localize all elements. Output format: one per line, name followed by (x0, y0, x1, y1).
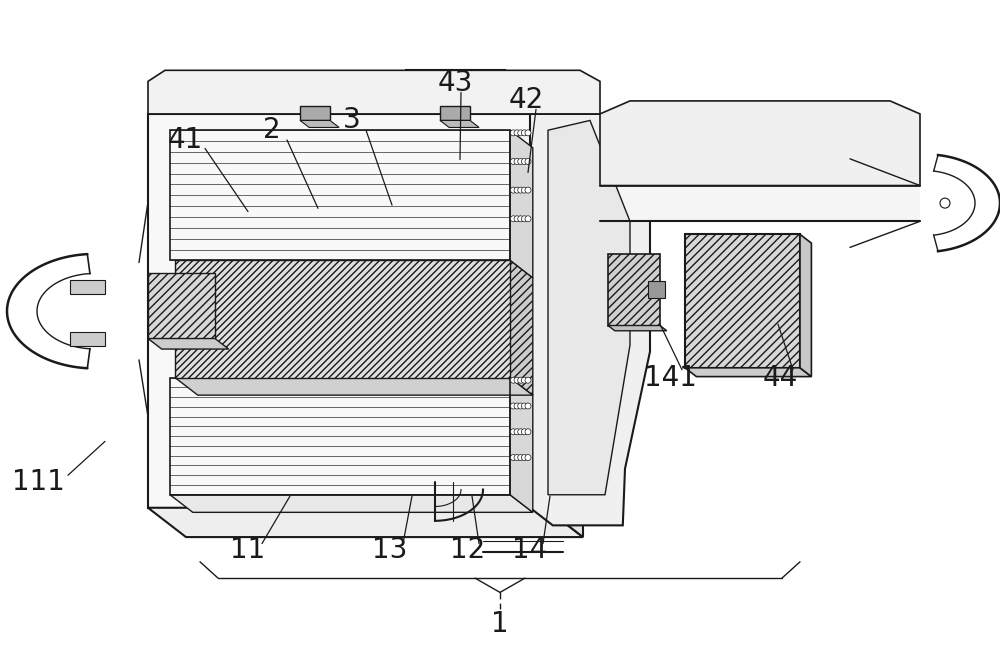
Circle shape (521, 158, 527, 165)
Circle shape (510, 429, 516, 435)
Circle shape (510, 158, 516, 165)
Text: 13: 13 (372, 536, 408, 564)
Circle shape (510, 187, 516, 193)
Text: 44: 44 (762, 363, 798, 392)
Polygon shape (148, 339, 229, 349)
Text: 12: 12 (450, 536, 486, 564)
Text: 2: 2 (263, 116, 281, 145)
Circle shape (510, 130, 516, 136)
Circle shape (525, 130, 531, 136)
Circle shape (521, 403, 527, 409)
Circle shape (525, 429, 531, 435)
Circle shape (510, 215, 516, 222)
Polygon shape (545, 114, 583, 537)
Circle shape (525, 377, 531, 383)
Polygon shape (148, 70, 600, 114)
Polygon shape (300, 120, 339, 128)
Circle shape (514, 215, 520, 222)
Polygon shape (608, 326, 667, 331)
Circle shape (521, 187, 527, 193)
Text: 41: 41 (167, 126, 203, 154)
Polygon shape (600, 186, 920, 221)
Circle shape (514, 377, 520, 383)
Circle shape (525, 403, 531, 409)
Polygon shape (685, 234, 800, 368)
Polygon shape (148, 273, 215, 339)
Circle shape (518, 215, 524, 222)
Circle shape (525, 158, 531, 165)
Polygon shape (440, 106, 470, 120)
Polygon shape (175, 260, 510, 378)
Polygon shape (800, 234, 811, 376)
Text: 3: 3 (343, 106, 361, 135)
Circle shape (510, 454, 516, 460)
Text: 14: 14 (512, 536, 548, 564)
Polygon shape (300, 106, 330, 120)
Circle shape (518, 377, 524, 383)
Circle shape (521, 130, 527, 136)
Circle shape (521, 429, 527, 435)
Circle shape (525, 187, 531, 193)
Circle shape (514, 454, 520, 460)
Circle shape (518, 429, 524, 435)
Circle shape (521, 377, 527, 383)
Circle shape (525, 215, 531, 222)
Polygon shape (608, 254, 660, 326)
Text: 141: 141 (644, 363, 696, 392)
Circle shape (518, 187, 524, 193)
Circle shape (518, 403, 524, 409)
Polygon shape (510, 130, 533, 278)
Polygon shape (685, 368, 811, 376)
Polygon shape (530, 114, 650, 525)
Text: 1: 1 (491, 609, 509, 638)
Polygon shape (148, 508, 583, 537)
Polygon shape (648, 281, 665, 298)
Polygon shape (70, 332, 105, 346)
Polygon shape (510, 260, 533, 395)
Circle shape (514, 158, 520, 165)
Circle shape (518, 454, 524, 460)
Circle shape (510, 403, 516, 409)
Polygon shape (175, 378, 533, 395)
Circle shape (521, 454, 527, 460)
Polygon shape (510, 378, 533, 512)
Text: 11: 11 (230, 536, 266, 564)
Circle shape (525, 454, 531, 460)
Text: 42: 42 (508, 85, 544, 114)
Text: 43: 43 (437, 68, 473, 97)
Circle shape (510, 377, 516, 383)
Polygon shape (170, 495, 533, 512)
Polygon shape (148, 114, 545, 508)
Circle shape (518, 158, 524, 165)
Circle shape (514, 187, 520, 193)
Circle shape (518, 130, 524, 136)
Polygon shape (70, 280, 105, 294)
Circle shape (514, 130, 520, 136)
Circle shape (521, 215, 527, 222)
Circle shape (514, 429, 520, 435)
Polygon shape (600, 101, 920, 186)
Polygon shape (440, 120, 479, 128)
Text: 111: 111 (12, 467, 64, 496)
Circle shape (940, 198, 950, 208)
Circle shape (514, 403, 520, 409)
Polygon shape (548, 120, 630, 495)
